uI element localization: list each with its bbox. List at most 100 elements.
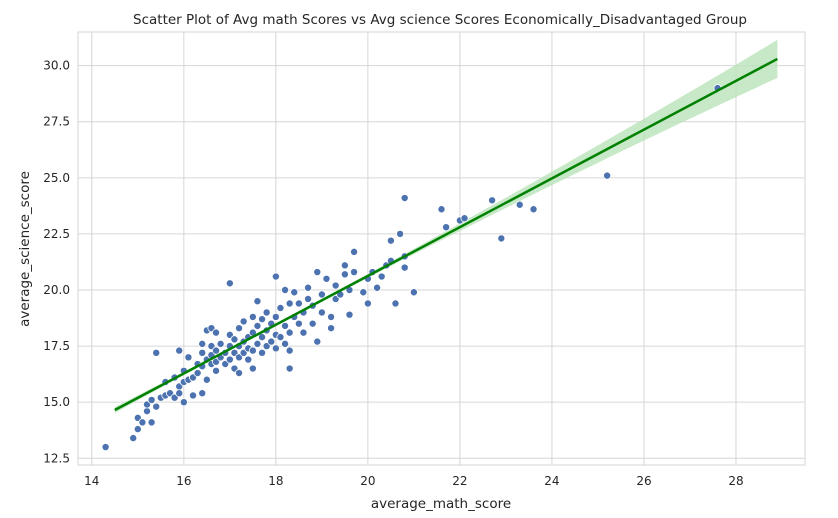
y-tick-label: 25.0 — [43, 171, 70, 185]
data-point — [308, 319, 317, 328]
data-point — [285, 346, 294, 355]
gridlines — [78, 32, 805, 465]
data-point — [212, 328, 221, 337]
data-point — [363, 299, 372, 308]
data-point — [184, 353, 193, 362]
data-point — [304, 294, 313, 303]
data-point — [313, 337, 322, 346]
data-point — [350, 247, 359, 256]
data-point — [248, 364, 257, 373]
data-point — [258, 315, 267, 324]
data-point — [442, 223, 451, 232]
data-point — [267, 337, 276, 346]
data-point — [147, 418, 156, 427]
y-axis-ticks: 12.5 15.0 17.5 20.0 22.5 25.0 27.5 30.0 — [43, 59, 70, 466]
data-point — [359, 288, 368, 297]
data-point — [391, 299, 400, 308]
data-point — [248, 312, 257, 321]
data-point — [437, 205, 446, 214]
data-point — [198, 348, 207, 357]
data-point — [239, 317, 248, 326]
data-point — [225, 355, 234, 364]
data-point — [253, 297, 262, 306]
data-point — [189, 391, 198, 400]
data-point — [138, 418, 147, 427]
data-point — [281, 321, 290, 330]
x-axis-label: average_math_score — [371, 496, 511, 512]
data-point — [175, 389, 184, 398]
data-point — [345, 310, 354, 319]
data-point — [281, 339, 290, 348]
data-point — [212, 346, 221, 355]
data-point — [281, 286, 290, 295]
data-point — [350, 268, 359, 277]
data-point — [400, 194, 409, 203]
data-point — [235, 324, 244, 333]
data-point — [271, 272, 280, 281]
data-point — [386, 236, 395, 245]
data-point — [331, 281, 340, 290]
x-tick-label: 22 — [452, 474, 467, 488]
data-point — [248, 346, 257, 355]
data-point — [409, 288, 418, 297]
data-point — [285, 299, 294, 308]
data-point — [212, 366, 221, 375]
x-tick-label: 18 — [268, 474, 283, 488]
y-axis-label: average_science_score — [17, 171, 33, 327]
data-point — [202, 375, 211, 384]
x-tick-label: 24 — [544, 474, 559, 488]
data-point — [253, 339, 262, 348]
data-point — [327, 324, 336, 333]
data-point — [253, 321, 262, 330]
data-point — [262, 308, 271, 317]
data-point — [276, 303, 285, 312]
data-point — [529, 205, 538, 214]
data-point — [225, 279, 234, 288]
data-point — [193, 369, 202, 378]
regression-line — [114, 57, 778, 412]
y-tick-label: 30.0 — [43, 59, 70, 73]
data-point — [294, 299, 303, 308]
data-point — [299, 328, 308, 337]
data-points — [101, 84, 722, 452]
data-point — [400, 263, 409, 272]
data-point — [340, 270, 349, 279]
data-point — [129, 434, 138, 443]
data-point — [101, 443, 110, 452]
data-point — [133, 425, 142, 434]
data-point — [244, 355, 253, 364]
plot-area — [77, 31, 806, 466]
data-point — [143, 407, 152, 416]
x-tick-label: 14 — [84, 474, 99, 488]
data-point — [216, 339, 225, 348]
data-point — [488, 196, 497, 205]
data-point — [198, 389, 207, 398]
data-point — [235, 369, 244, 378]
x-tick-label: 16 — [176, 474, 191, 488]
data-point — [313, 268, 322, 277]
data-point — [285, 364, 294, 373]
data-point — [317, 308, 326, 317]
x-axis-ticks: 14 16 18 20 22 24 26 28 — [84, 474, 743, 488]
data-point — [373, 283, 382, 292]
data-point — [147, 395, 156, 404]
y-tick-label: 22.5 — [43, 227, 70, 241]
data-point — [304, 283, 313, 292]
data-point — [340, 261, 349, 270]
data-point — [322, 274, 331, 283]
data-point — [290, 288, 299, 297]
data-point — [230, 335, 239, 344]
data-point — [258, 333, 267, 342]
data-point — [285, 328, 294, 337]
data-point — [258, 348, 267, 357]
y-tick-label: 27.5 — [43, 115, 70, 129]
x-tick-label: 28 — [728, 474, 743, 488]
data-point — [175, 346, 184, 355]
y-tick-label: 12.5 — [43, 451, 70, 465]
data-point — [377, 272, 386, 281]
data-point — [515, 200, 524, 209]
data-point — [276, 333, 285, 342]
x-tick-label: 20 — [360, 474, 375, 488]
chart-title: Scatter Plot of Avg math Scores vs Avg s… — [133, 12, 747, 28]
